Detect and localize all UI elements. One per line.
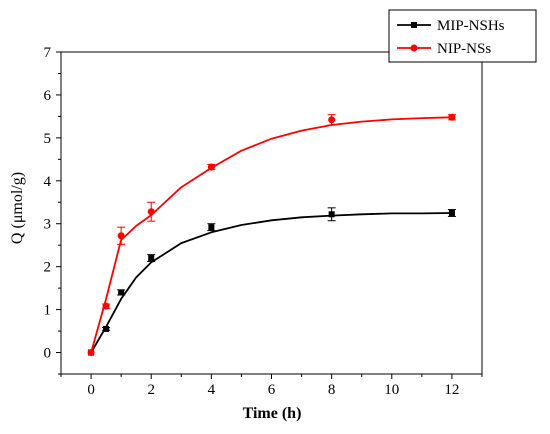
y-tick-label: 2 [44,260,52,276]
data-point [102,302,110,310]
x-tick-label: 2 [147,382,155,398]
y-tick-label: 5 [44,131,52,147]
y-tick-label: 6 [44,88,52,104]
series-line [90,212,452,353]
x-tick-label: 4 [208,382,216,398]
y-tick-label: 0 [44,346,52,362]
y-tick-label: 3 [44,217,52,233]
legend-marker [411,22,417,28]
data-point [103,325,110,332]
data-point [148,255,155,262]
y-axis: 0 1 2 3 4 5 6 7 [44,45,61,375]
legend-label: NIP-NSs [437,41,491,57]
legend-box [388,9,537,63]
x-tick-label: 8 [328,382,336,398]
y-axis-title: Q (μmol/g) [9,172,26,244]
y-tick-label: 4 [44,174,52,190]
legend-label: MIP-NSHs [437,18,505,34]
legend-item: MIP-NSHs [397,18,505,34]
data-point [87,349,95,357]
data-point [118,289,125,296]
y-tick-label: 1 [44,303,52,319]
x-tick-label: 0 [87,382,95,398]
data-point [328,116,336,124]
x-axis-title: Time (h) [243,405,302,422]
data-point [448,113,456,121]
series-nip-nss [87,113,456,357]
x-tick-label: 12 [444,382,459,398]
series-mip-nshs [88,207,456,356]
legend-marker [410,44,418,52]
series-layer [87,113,456,357]
series-line [90,116,452,353]
y-tick-label: 7 [44,45,52,61]
legend: MIP-NSHs NIP-NSs [388,9,537,63]
x-tick-label: 6 [268,382,276,398]
data-point [147,208,155,216]
data-point [207,163,215,171]
legend-item: NIP-NSs [397,41,491,57]
data-point [328,211,335,218]
data-point [117,232,125,240]
data-point [448,210,455,216]
x-axis: 0 2 4 6 8 10 12 [60,374,483,398]
data-point [208,224,215,231]
x-tick-label: 10 [384,382,399,398]
